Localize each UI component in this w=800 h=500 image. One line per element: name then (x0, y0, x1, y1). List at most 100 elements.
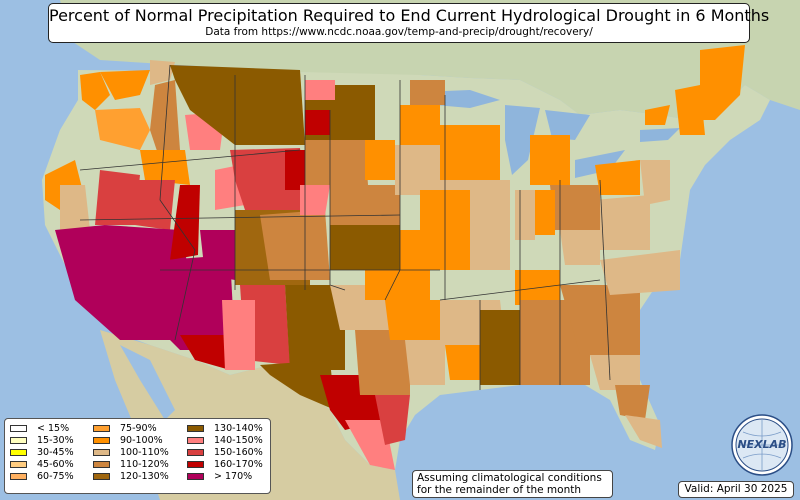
legend-label: 140-150% (214, 434, 263, 446)
legend-item: < 15% (10, 422, 74, 434)
drought-region (260, 210, 330, 280)
legend-swatch (187, 473, 204, 481)
legend-label: 90-100% (120, 434, 163, 446)
drought-region (395, 145, 445, 195)
drought-region (285, 285, 345, 370)
legend-item: 75-90% (93, 422, 169, 434)
drought-region (300, 185, 330, 215)
drought-region (625, 415, 662, 448)
map-title: Percent of Normal Precipitation Required… (49, 6, 770, 25)
legend-label: 110-120% (120, 459, 169, 471)
drought-region (405, 340, 445, 385)
drought-region (365, 270, 430, 300)
drought-region (560, 285, 640, 355)
drought-region (150, 80, 180, 160)
drought-region (550, 185, 600, 230)
drought-region (170, 185, 200, 260)
drought-region (645, 105, 670, 125)
legend-swatch (187, 448, 204, 456)
drought-region (530, 190, 555, 235)
drought-region (365, 140, 395, 180)
drought-region (140, 150, 190, 185)
note-line: for the remainder of the month (417, 484, 582, 496)
drought-region (375, 395, 410, 445)
legend-column: < 15% 15-30% 30-45% 45-60% 60-75% (10, 422, 74, 483)
drought-region (470, 230, 510, 270)
legend-swatch (10, 473, 27, 481)
drought-region (95, 170, 140, 225)
legend-swatch (187, 436, 204, 444)
legend-label: 120-130% (120, 471, 169, 483)
legend-swatch (93, 424, 110, 432)
legend-swatch (187, 424, 204, 432)
legend-item: 130-140% (187, 422, 263, 434)
drought-region (305, 80, 335, 100)
great-lake (575, 150, 625, 178)
legend-label: > 170% (214, 471, 253, 483)
drought-region (595, 195, 650, 250)
legend-label: 30-45% (37, 446, 74, 458)
valid-date: Valid: April 30 2025 (678, 481, 794, 498)
drought-region (440, 125, 500, 180)
legend-swatch (10, 448, 27, 456)
legend-label: 45-60% (37, 459, 74, 471)
legend: < 15% 15-30% 30-45% 45-60% 60-75% 75-90%… (4, 418, 271, 494)
legend-swatch (10, 424, 27, 432)
legend-item: 100-110% (93, 446, 169, 458)
drought-region (400, 105, 440, 145)
legend-label: 130-140% (214, 422, 263, 434)
drought-region (385, 300, 440, 340)
legend-label: 15-30% (37, 434, 74, 446)
nexlab-logo: NEXLAB (731, 414, 793, 476)
drought-region (640, 160, 670, 205)
legend-swatch (187, 461, 204, 469)
gulf-of-california (120, 345, 175, 420)
drought-region (480, 310, 530, 385)
drought-region (222, 300, 255, 370)
drought-region (590, 355, 640, 390)
legend-item: 90-100% (93, 434, 169, 446)
legend-item: 30-45% (10, 446, 74, 458)
state-borders (79, 64, 611, 390)
legend-swatch (10, 461, 27, 469)
drought-region (330, 225, 400, 270)
drought-region (355, 330, 410, 395)
legend-label: 60-75% (37, 471, 74, 483)
drought-region (305, 110, 330, 135)
drought-region (445, 345, 480, 380)
legend-item: 15-30% (10, 434, 74, 446)
legend-item: 150-160% (187, 446, 263, 458)
drought-region (515, 190, 535, 240)
legend-item: 120-130% (93, 471, 169, 483)
drought-region (80, 72, 110, 110)
legend-label: 100-110% (120, 446, 169, 458)
legend-swatch (93, 473, 110, 481)
drought-region (600, 250, 680, 295)
great-lake (505, 105, 540, 175)
legend-swatch (93, 461, 110, 469)
assumption-note: Assuming climatological conditions for t… (412, 470, 613, 498)
drought-region (560, 230, 600, 265)
drought-region (260, 360, 335, 410)
great-lake (640, 128, 680, 142)
legend-label: 160-170% (214, 459, 263, 471)
drought-region (330, 185, 400, 225)
drought-region (200, 230, 235, 280)
drought-region (410, 80, 445, 105)
legend-item: 110-120% (93, 459, 169, 471)
drought-region (95, 108, 150, 150)
legend-swatch (93, 448, 110, 456)
legend-label: < 15% (37, 422, 70, 434)
legend-label: 75-90% (120, 422, 157, 434)
note-line: Assuming climatological conditions (417, 472, 602, 484)
great-lake (545, 110, 590, 140)
drought-region (305, 140, 368, 185)
legend-label: 150-160% (214, 446, 263, 458)
drought-region (60, 185, 90, 230)
drought-region (130, 180, 175, 230)
drought-region (160, 255, 235, 350)
legend-column: 75-90% 90-100% 100-110% 110-120% 120-130… (93, 422, 169, 483)
drought-region (170, 65, 305, 145)
legend-item: 60-75% (10, 471, 74, 483)
